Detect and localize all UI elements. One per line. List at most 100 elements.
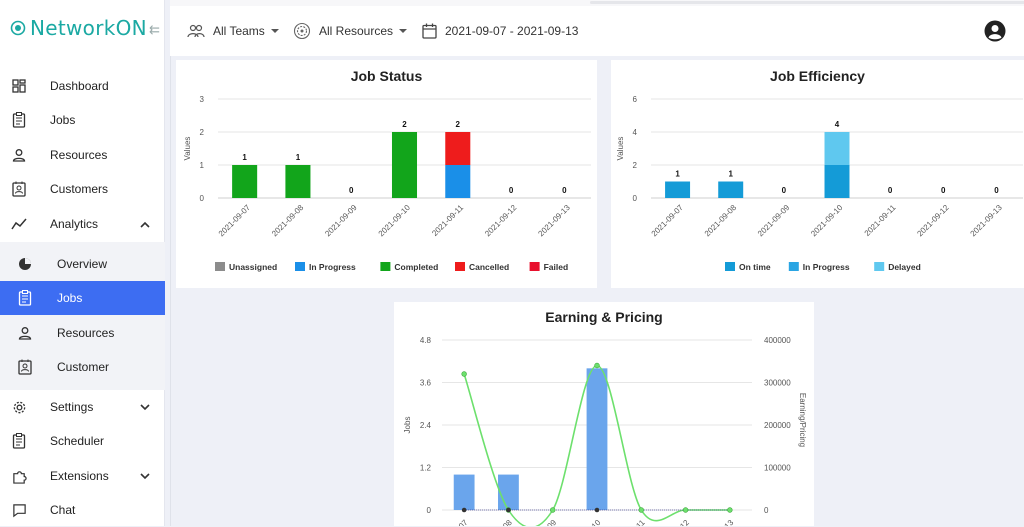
earning-pricing-card: Earning & Pricing 0 1.2 2.4 3.6 4.8 0 100000 20… xyxy=(394,302,814,526)
x-tick-label: 2021-09-12 xyxy=(915,203,951,239)
data-label: 0 xyxy=(888,186,893,195)
chevron-down-icon[interactable] xyxy=(140,469,150,483)
sidebar-subitem-customer[interactable]: Customer xyxy=(0,350,165,384)
teams-dropdown[interactable]: All Teams xyxy=(187,6,279,56)
legend-label: Delayed xyxy=(888,262,921,272)
clipboard-icon xyxy=(11,112,27,128)
sidebar-item-resources[interactable]: Resources xyxy=(0,138,165,172)
earning-point xyxy=(594,362,600,369)
legend-label: In Progress xyxy=(309,262,356,272)
data-label: 0 xyxy=(562,186,567,195)
data-label: 4 xyxy=(835,120,840,129)
x-tick-label: 2021-09-08 xyxy=(270,203,306,239)
scrollbar-thumb[interactable] xyxy=(590,1,1024,4)
caret-down-icon xyxy=(399,29,408,33)
sidebar-item-dashboard[interactable]: Dashboard xyxy=(0,69,165,103)
sidebar-item-extensions[interactable]: Extensions xyxy=(0,459,165,493)
contact-card-icon xyxy=(11,181,27,197)
x-tick-label: 13 xyxy=(723,518,736,526)
job-efficiency-chart: 0 2 4 6 Values 1 2021-09-07 1 2021-09-08 0 2021-09… xyxy=(616,95,1023,272)
user-avatar-button[interactable] xyxy=(984,6,1014,56)
resource-icon xyxy=(293,22,311,40)
y-tick-label: 3 xyxy=(200,95,205,104)
teams-label: All Teams xyxy=(213,24,265,38)
y-tick-label: 4.8 xyxy=(420,336,432,345)
date-range-label: 2021-09-07 - 2021-09-13 xyxy=(445,24,579,38)
y2-axis-label: Earning/Pricing xyxy=(798,393,807,447)
y-tick-label: 0 xyxy=(427,506,432,515)
bar-segment xyxy=(391,132,418,198)
sidebar-item-chat[interactable]: Chat xyxy=(0,493,165,527)
x-tick-label: 2021-09-12 xyxy=(483,203,519,239)
data-label: 1 xyxy=(296,153,301,162)
bar-segment xyxy=(232,165,258,198)
y-tick-label: 1.2 xyxy=(420,464,432,473)
y-axis-label: Values xyxy=(183,137,192,161)
x-tick-label: 08 xyxy=(501,518,514,526)
sidebar-item-label: Extensions xyxy=(50,469,109,483)
x-tick-label: 11 xyxy=(634,518,647,526)
sidebar-item-analytics[interactable]: Analytics xyxy=(0,207,165,241)
job-efficiency-card: Job Efficiency 0 2 4 6 Values 1 2021-09-07 1 202… xyxy=(611,60,1024,288)
date-range-picker[interactable]: 2021-09-07 - 2021-09-13 xyxy=(422,6,578,56)
y-tick-label: 1 xyxy=(200,161,205,170)
earning-pricing-chart: 0 1.2 2.4 3.6 4.8 0 100000 200000 300000 400000 Jo… xyxy=(403,336,807,526)
legend-swatch xyxy=(380,262,391,271)
pie-icon xyxy=(17,256,33,272)
earning-point xyxy=(727,507,733,513)
x-tick-label: 2021-09-07 xyxy=(217,203,253,239)
chart-title: Job Efficiency xyxy=(770,68,865,84)
chart-title: Earning & Pricing xyxy=(545,309,663,325)
collapse-sidebar-icon[interactable]: ⇇ xyxy=(149,22,160,37)
y-tick-label: 4 xyxy=(633,128,638,137)
puzzle-icon xyxy=(11,468,27,484)
app-logo[interactable]: NetworkON xyxy=(10,16,147,40)
sidebar-item-customers[interactable]: Customers xyxy=(0,172,165,206)
sidebar-item-settings[interactable]: Settings xyxy=(0,390,165,424)
caret-down-icon xyxy=(270,29,279,33)
sidebar-subitem-resources[interactable]: Resources xyxy=(0,316,165,350)
contact-card-icon xyxy=(17,359,33,375)
y2-tick-label: 300000 xyxy=(764,379,791,388)
horizontal-scrollbar[interactable] xyxy=(170,0,1024,6)
y-axis-label: Values xyxy=(616,137,625,161)
legend-swatch xyxy=(788,262,799,271)
sidebar-item-jobs[interactable]: Jobs xyxy=(0,103,165,137)
data-label: 1 xyxy=(242,153,247,162)
data-label: 1 xyxy=(728,170,733,179)
legend-label: Unassigned xyxy=(229,262,277,272)
sidebar-divider xyxy=(170,0,171,526)
bar xyxy=(453,474,475,510)
bar-segment xyxy=(445,165,471,198)
resources-dropdown[interactable]: All Resources xyxy=(293,6,408,56)
resources-label: All Resources xyxy=(319,24,394,38)
account-icon xyxy=(984,20,1006,42)
sidebar-subitem-jobs[interactable]: Jobs xyxy=(0,281,165,315)
y2-tick-label: 400000 xyxy=(764,336,791,345)
data-label: 0 xyxy=(994,186,999,195)
y2-tick-label: 0 xyxy=(764,506,769,515)
sidebar-item-label: Jobs xyxy=(50,113,76,127)
x-tick-label: 2021-09-07 xyxy=(650,203,686,239)
filter-bar: All Teams All Resources 2021-09-07 - 202… xyxy=(170,6,1024,56)
chevron-up-icon[interactable] xyxy=(140,217,150,231)
sidebar-item-label: Analytics xyxy=(50,217,99,231)
analytics-submenu: Overview Jobs Resources Customer xyxy=(0,242,165,390)
gear-icon xyxy=(11,399,27,415)
legend-swatch xyxy=(295,262,305,271)
x-tick-label: 2021-09-10 xyxy=(377,203,413,239)
sidebar-item-label: Resources xyxy=(57,326,115,340)
data-label: 0 xyxy=(941,186,946,195)
earning-point xyxy=(461,371,467,377)
legend-swatch xyxy=(725,262,735,271)
sidebar-item-scheduler[interactable]: Scheduler xyxy=(0,424,165,458)
legend-label: In Progress xyxy=(803,262,850,272)
earning-point xyxy=(682,507,689,513)
logo-text: NetworkON xyxy=(30,16,147,40)
chat-icon xyxy=(11,502,27,518)
sidebar-subitem-overview[interactable]: Overview xyxy=(0,247,165,281)
bar xyxy=(498,474,519,510)
legend-label: Cancelled xyxy=(469,262,509,272)
chevron-down-icon[interactable] xyxy=(140,400,150,414)
data-label: 0 xyxy=(782,186,787,195)
